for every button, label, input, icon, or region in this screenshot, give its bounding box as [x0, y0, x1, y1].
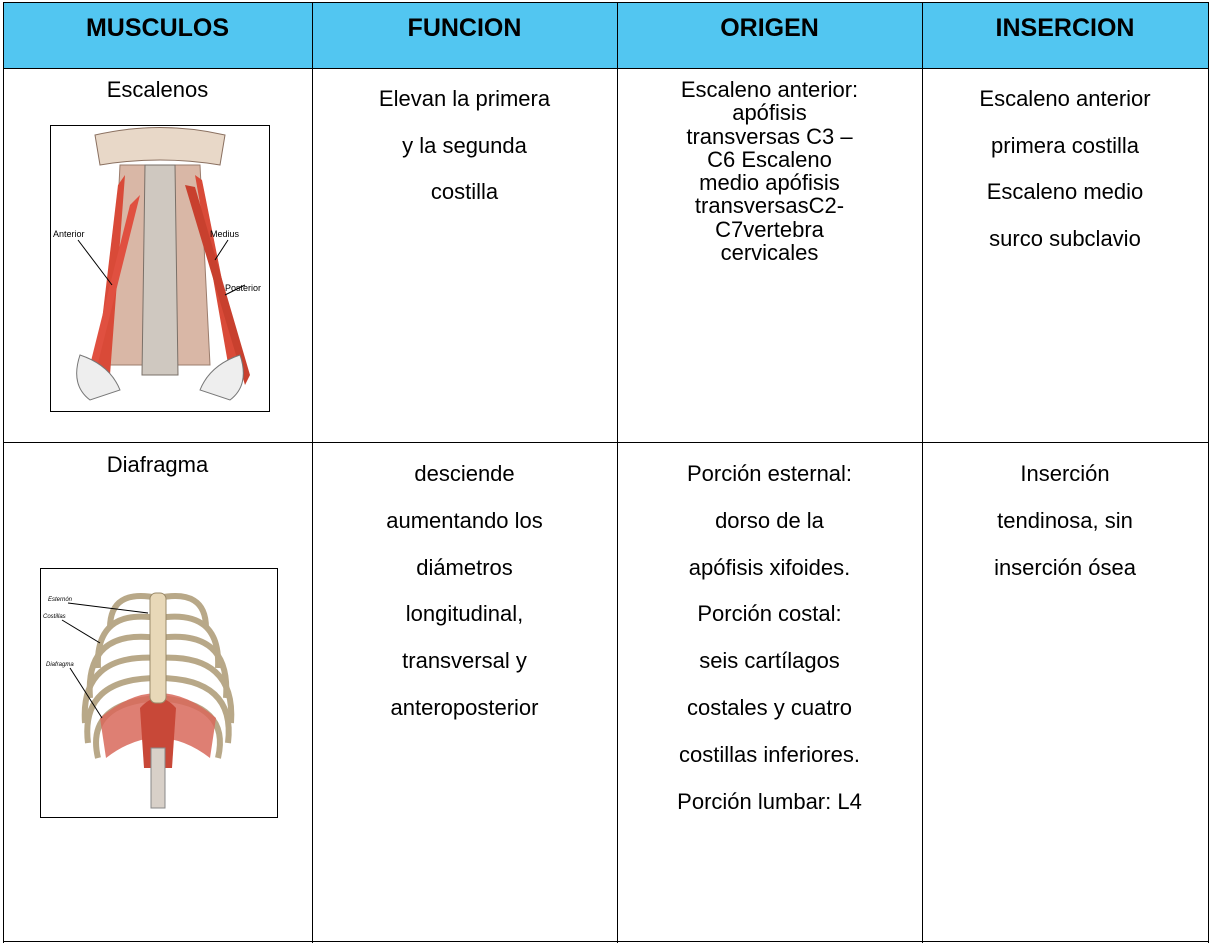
border — [3, 2, 1209, 3]
text-line: diámetros — [416, 554, 513, 580]
image-label: Costillas — [43, 614, 66, 620]
text-line: Porción lumbar: L4 — [677, 788, 862, 814]
text-line: C7vertebra — [715, 216, 824, 242]
leader-line — [67, 602, 149, 614]
muscle — [88, 195, 140, 375]
image-label: Esternón — [48, 597, 73, 603]
text-line: tendinosa, sin — [997, 507, 1133, 533]
skull-base — [94, 127, 226, 166]
leader-line — [77, 239, 113, 286]
rib — [76, 354, 121, 401]
cell-text: Inserción tendinosa, sin inserción ósea — [922, 451, 1208, 591]
text-line: transversal y — [402, 648, 527, 674]
border — [617, 2, 618, 943]
text-line: medio apófisis — [699, 170, 840, 196]
text-line: Escaleno anterior — [979, 86, 1151, 111]
border — [922, 2, 923, 943]
leader-line — [61, 619, 101, 644]
text-line: apófisis — [732, 100, 807, 126]
border — [3, 2, 4, 943]
text-line: transversas C3 – — [686, 123, 853, 149]
text-line: costales y cuatro — [686, 694, 853, 720]
muscle — [185, 185, 250, 385]
leader-line — [69, 667, 103, 719]
border — [3, 68, 1209, 69]
header-background — [3, 2, 1208, 68]
muscle-name: Diafragma — [106, 452, 209, 477]
header-cell: MUSCULOS — [85, 14, 230, 42]
leader-line — [224, 284, 246, 296]
border — [1208, 2, 1209, 943]
sternum — [149, 592, 167, 704]
spine — [141, 164, 179, 376]
rib — [199, 354, 244, 401]
text-line: anteroposterior — [390, 694, 539, 720]
header-cell: FUNCION — [407, 14, 522, 42]
cell-text: Porción esternal: dorso de la apófisis xif… — [617, 451, 922, 825]
text-line: desciende — [414, 461, 515, 486]
image-label: Posterior — [225, 283, 261, 293]
header-cell: ORIGEN — [720, 14, 819, 42]
leader-line — [214, 239, 229, 261]
header-cell: INSERCION — [995, 14, 1135, 42]
text-line: y la segunda — [402, 132, 527, 158]
spine — [150, 747, 166, 809]
text-line: seis cartílagos — [699, 648, 840, 674]
border — [312, 2, 313, 943]
diaphragm — [140, 698, 176, 768]
text-line: dorso de la — [715, 507, 824, 533]
text-line: Porción costal: — [697, 601, 842, 627]
image-label: Anterior — [53, 229, 85, 239]
image-label: Medius — [210, 229, 240, 239]
text-line: Porción esternal: — [686, 461, 853, 486]
text-line: longitudinal, — [405, 601, 524, 627]
text-line: costilla — [430, 179, 499, 204]
text-line: surco subclavio — [989, 225, 1141, 251]
text-line: C6 Escaleno — [707, 146, 832, 172]
image-label: Diafragma — [46, 662, 74, 668]
border — [3, 442, 1209, 443]
text-line: Escaleno anterior: — [680, 77, 859, 102]
neck-illustration: Anterior Medius Posterior — [50, 125, 270, 412]
text-line: Escaleno medio — [986, 179, 1144, 204]
ribcage-illustration: Esternón Costillas Diafragma — [40, 568, 278, 818]
text-line: cervicales — [720, 240, 819, 266]
cell-text: Escaleno anterior primera costilla Escalen… — [922, 76, 1208, 262]
text-line: primera costilla — [991, 132, 1139, 158]
muscle-name: Escalenos — [106, 77, 209, 102]
text-line: costillas inferiores. — [679, 741, 860, 767]
text-line: apófisis xifoides. — [688, 554, 851, 580]
text-line: Inserción — [1020, 461, 1110, 486]
cell-text: Elevan la primera y la segunda costilla — [312, 76, 617, 216]
text-line: inserción ósea — [994, 554, 1136, 580]
cell-text: Escaleno anterior: apófisis transversas C3… — [617, 77, 922, 266]
text-line: aumentando los — [386, 507, 543, 533]
text-line: Elevan la primera — [378, 86, 551, 111]
text-line: transversasC2- — [694, 193, 845, 219]
border — [3, 941, 1209, 942]
cell-text: desciende aumentando los diámetros longitud… — [312, 451, 617, 732]
